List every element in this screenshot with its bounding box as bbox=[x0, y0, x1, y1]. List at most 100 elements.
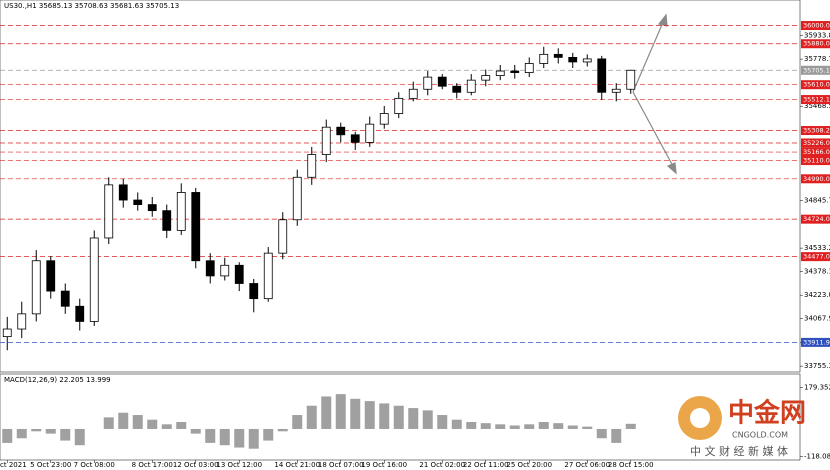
candle-body bbox=[118, 184, 128, 201]
candle-body bbox=[553, 53, 563, 58]
x-tick-label: 4 Oct 2021 bbox=[0, 461, 27, 469]
macd-bar bbox=[16, 428, 27, 439]
x-tick-label: 13 Oct 12:00 bbox=[216, 461, 262, 469]
candle-body bbox=[379, 113, 389, 125]
candle-body bbox=[104, 184, 114, 239]
candle-body bbox=[437, 76, 447, 87]
candle-body bbox=[249, 283, 259, 300]
candle-body bbox=[481, 75, 491, 81]
x-tick-label: 14 Oct 21:00 bbox=[274, 461, 320, 469]
level-label-box bbox=[801, 21, 830, 31]
macd-bar bbox=[234, 428, 245, 448]
y-tick-label: 33755.35 bbox=[804, 362, 830, 370]
candle-body bbox=[365, 123, 375, 143]
level-label-box bbox=[801, 214, 830, 224]
candle-body bbox=[191, 192, 201, 262]
candle-body bbox=[31, 260, 41, 315]
candle-body bbox=[307, 154, 317, 178]
macd-bar bbox=[31, 428, 42, 432]
macd-bar bbox=[451, 419, 462, 429]
level-label: 34724.00 bbox=[803, 215, 830, 223]
candle-body bbox=[89, 237, 99, 322]
macd-bar bbox=[2, 428, 13, 443]
level-label-box bbox=[801, 337, 830, 347]
candle-body bbox=[510, 70, 520, 73]
macd-bar bbox=[190, 428, 201, 434]
macd-bar bbox=[306, 405, 317, 429]
x-tick-label: 28 Oct 15:00 bbox=[608, 461, 654, 469]
candle-body bbox=[147, 204, 157, 212]
y-tick-label: 34223.05 bbox=[804, 291, 830, 299]
candle-body bbox=[597, 58, 607, 93]
macd-bar bbox=[118, 412, 129, 429]
candle-body bbox=[2, 328, 12, 338]
macd-title: MACD(12,26,9) 22.205 13.999 bbox=[4, 376, 111, 384]
level-label-box bbox=[801, 252, 830, 262]
x-tick-label: 7 Oct 08:00 bbox=[74, 461, 115, 469]
macd-bar bbox=[495, 424, 506, 429]
x-tick-label: 25 Oct 20:00 bbox=[506, 461, 552, 469]
macd-bar bbox=[596, 428, 607, 439]
macd-bar bbox=[74, 428, 85, 446]
watermark-name: 中金网 bbox=[728, 398, 806, 429]
candle-body bbox=[582, 58, 592, 63]
macd-bar bbox=[509, 425, 520, 429]
x-tick-label: 8 Oct 17:00 bbox=[132, 461, 173, 469]
level-label-box bbox=[801, 174, 830, 184]
candle-body bbox=[75, 305, 85, 322]
candle-body bbox=[162, 210, 172, 231]
candle-body bbox=[263, 252, 273, 300]
level-label: 34990.00 bbox=[803, 175, 830, 183]
macd-bar bbox=[335, 394, 346, 429]
level-label: 35512.12 bbox=[803, 96, 830, 104]
candle-body bbox=[205, 260, 215, 277]
level-label-box bbox=[801, 125, 830, 135]
candle-body bbox=[46, 260, 56, 292]
candle-body bbox=[336, 126, 346, 136]
level-label: 35226.00 bbox=[803, 139, 830, 147]
candle-body bbox=[292, 176, 302, 221]
candle-body bbox=[234, 264, 244, 284]
y-tick-label: 35468.50 bbox=[804, 102, 830, 110]
macd-bar bbox=[625, 423, 636, 429]
level-label-box bbox=[801, 80, 830, 90]
chart-title: US30.,H1 35685.13 35708.63 35681.63 3570… bbox=[4, 2, 179, 10]
level-label: 34477.00 bbox=[803, 253, 830, 261]
macd-bar bbox=[567, 425, 578, 429]
level-label-box bbox=[801, 138, 830, 148]
candle-body bbox=[539, 53, 549, 64]
level-label-box bbox=[801, 95, 830, 105]
x-tick-label: 19 Oct 16:00 bbox=[361, 461, 407, 469]
x-tick-label: 21 Oct 02:00 bbox=[419, 461, 465, 469]
macd-bar bbox=[350, 398, 361, 429]
candle-body bbox=[60, 290, 70, 307]
level-label: 33911.92 bbox=[803, 338, 830, 346]
main-pane bbox=[0, 0, 801, 373]
macd-bar bbox=[292, 415, 303, 429]
level-label: 35610.00 bbox=[803, 81, 830, 89]
level-label: 35166.00 bbox=[803, 148, 830, 156]
macd-bar bbox=[437, 415, 448, 429]
macd-bar bbox=[248, 428, 259, 449]
candle-body bbox=[408, 88, 418, 99]
macd-bar bbox=[611, 428, 622, 443]
macd-bar bbox=[364, 401, 375, 429]
macd-bar bbox=[219, 428, 230, 446]
candle-body bbox=[626, 69, 636, 90]
macd-bar bbox=[379, 403, 390, 429]
x-tick-label: 18 Oct 07:00 bbox=[318, 461, 364, 469]
candle-body bbox=[278, 219, 288, 254]
y-tick-label: -118.08 bbox=[804, 452, 830, 460]
y-tick-label: 35778.70 bbox=[804, 55, 830, 63]
macd-bar bbox=[582, 426, 593, 429]
candle-body bbox=[220, 264, 230, 277]
macd-bar bbox=[553, 423, 564, 429]
y-tick-label: 179.352 bbox=[804, 383, 830, 391]
macd-bar bbox=[277, 428, 288, 432]
macd-bar bbox=[321, 396, 332, 429]
y-tick-label: 34533.20 bbox=[804, 244, 830, 252]
candle-body bbox=[611, 88, 621, 93]
candle-body bbox=[495, 70, 505, 77]
candle-body bbox=[452, 85, 462, 93]
